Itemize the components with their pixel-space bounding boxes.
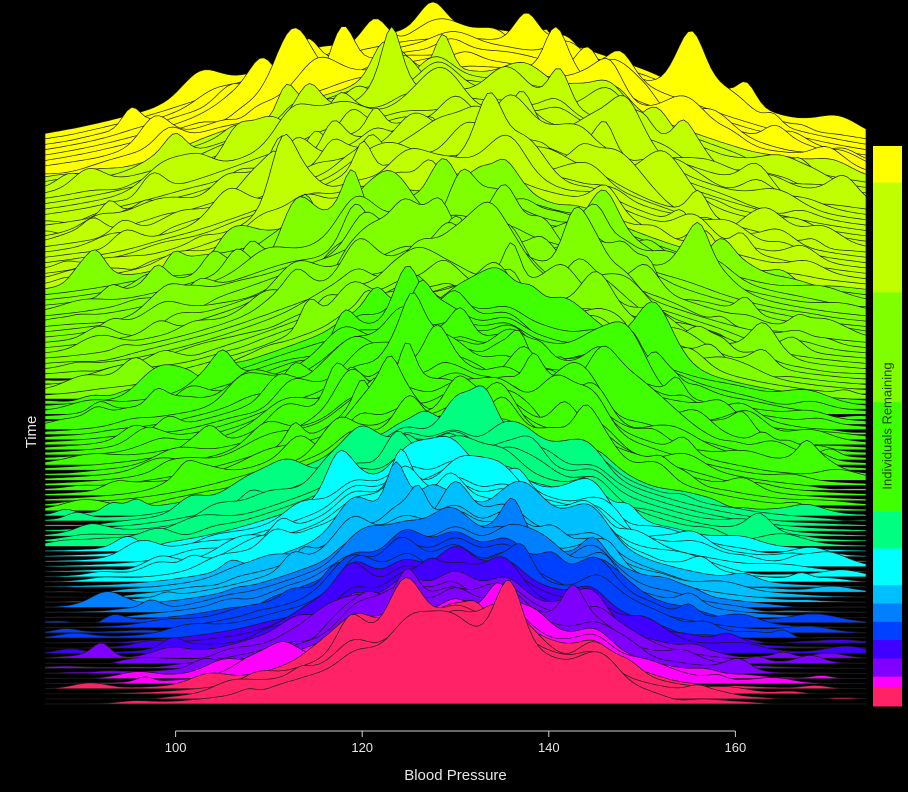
colorbar-swatch <box>873 548 902 586</box>
ridge-layers <box>44 1 867 705</box>
x-axis: 100 120 140 160 <box>165 730 746 755</box>
x-tick-label: 100 <box>165 740 187 755</box>
colorbar-swatch <box>873 402 902 513</box>
x-tick-label: 140 <box>538 740 560 755</box>
colorbar-swatch <box>873 658 902 678</box>
colorbar-swatch <box>873 687 902 707</box>
colorbar-swatch <box>873 512 902 550</box>
colorbar-swatch <box>873 640 902 659</box>
x-ticks: 100 120 140 160 <box>165 731 746 755</box>
colorbar-swatch <box>873 292 902 403</box>
x-tick-label: 120 <box>351 740 373 755</box>
x-axis-title: Blood Pressure <box>404 767 507 784</box>
colorbar-swatch <box>873 676 902 689</box>
ridge-series <box>44 580 867 705</box>
colorbar <box>873 146 902 707</box>
colorbar-swatch <box>873 146 902 184</box>
colorbar-swatch <box>873 603 902 623</box>
x-tick-label: 160 <box>725 740 747 755</box>
colorbar-swatch <box>873 621 902 641</box>
y-axis-title: Time <box>23 416 40 449</box>
colorbar-swatch <box>873 585 902 604</box>
colorbar-swatch <box>873 182 902 293</box>
colorbar-label: Individuals Remaining <box>880 362 895 489</box>
